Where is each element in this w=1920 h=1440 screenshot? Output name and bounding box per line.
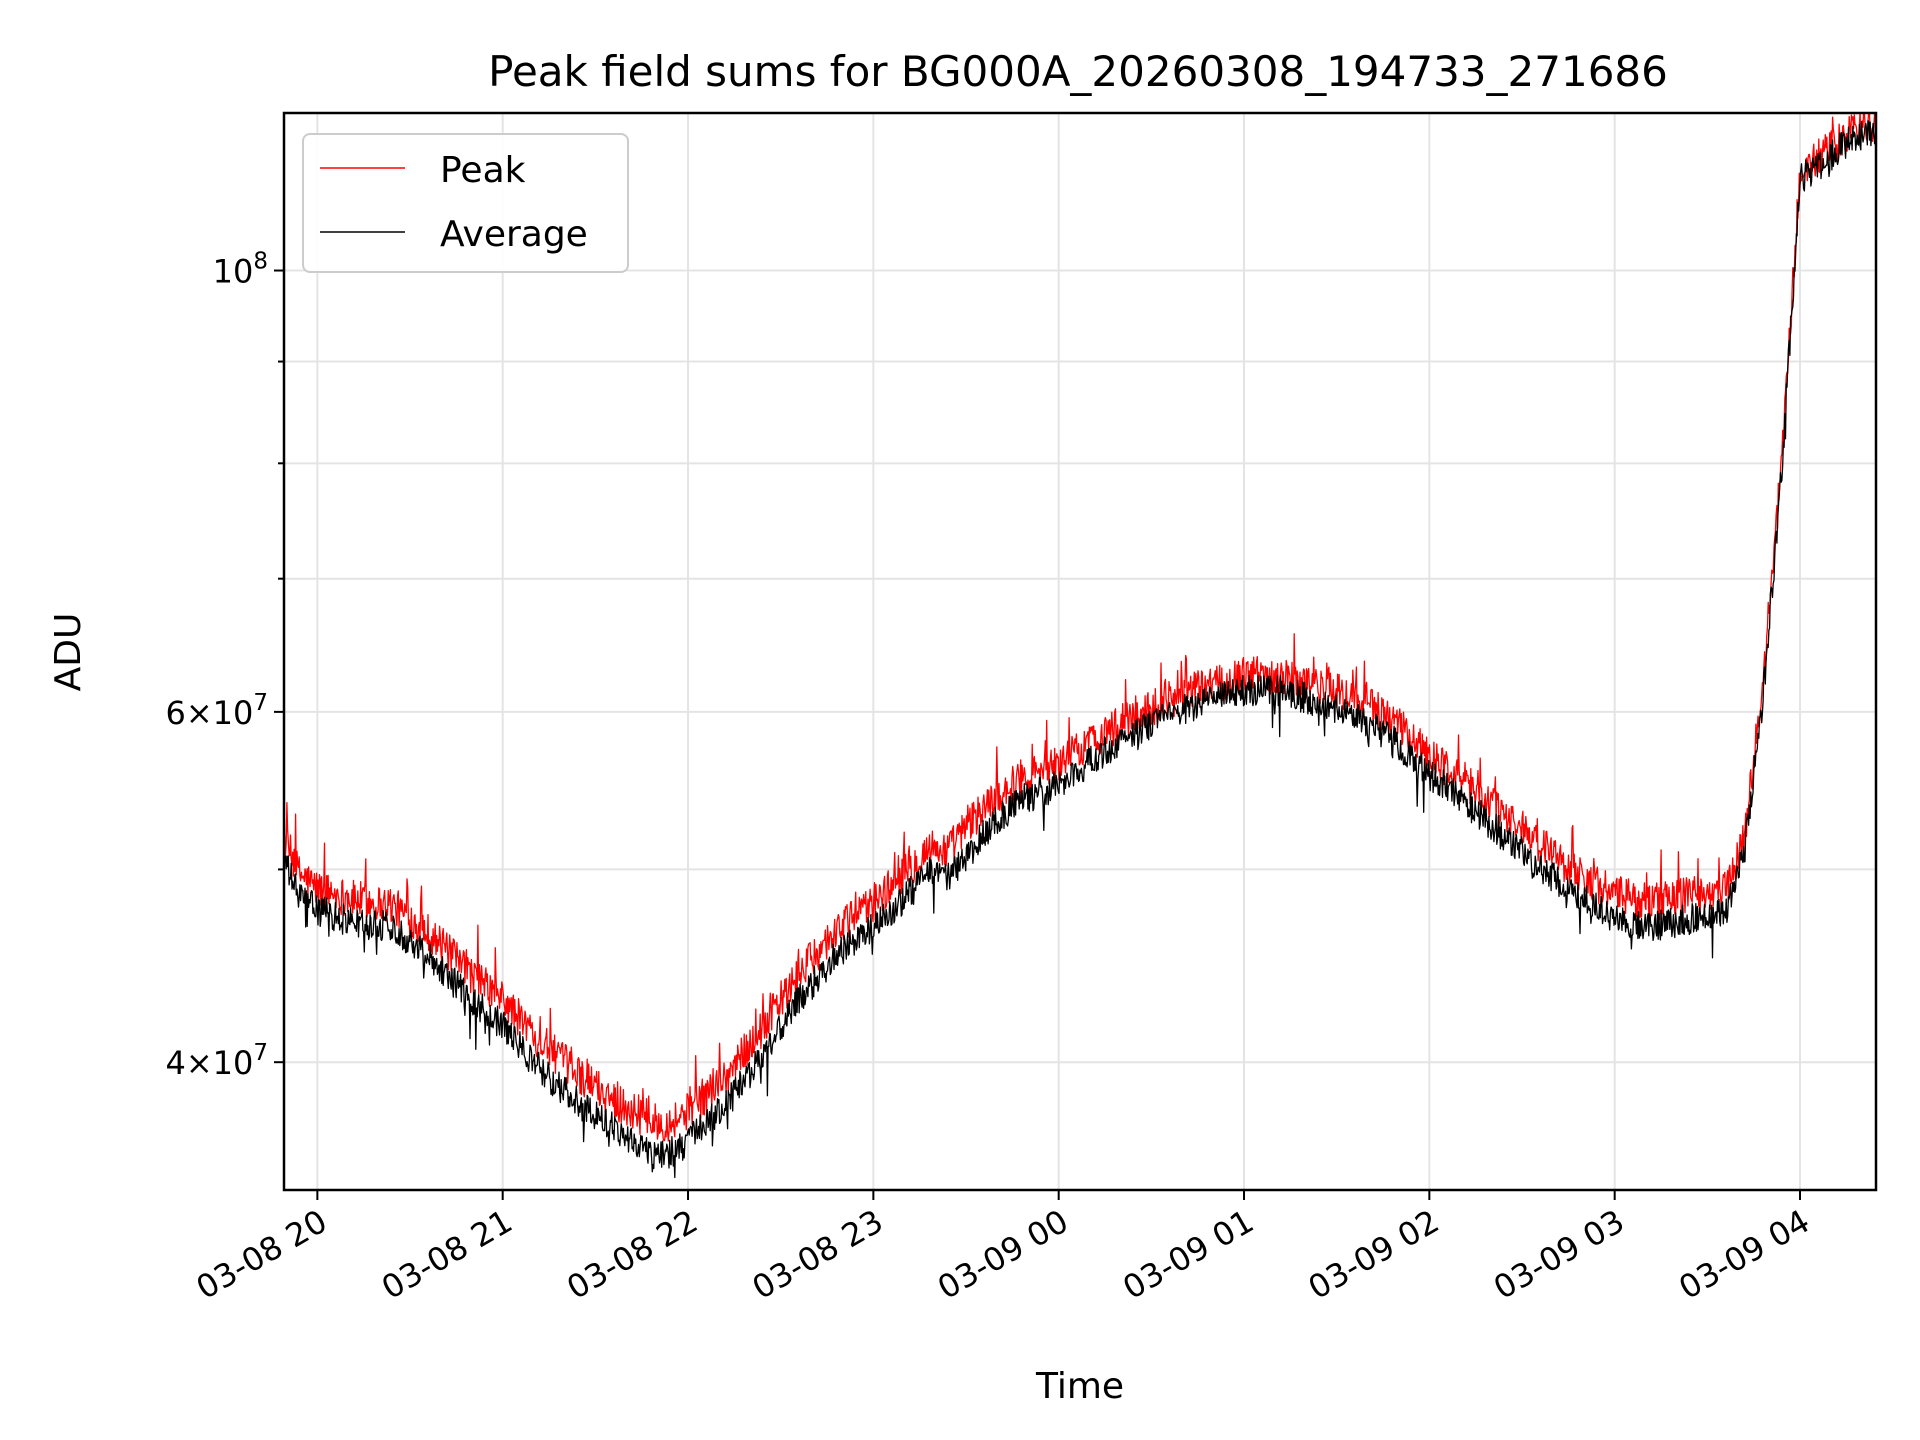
y-tick-label: 6×107 — [165, 690, 268, 732]
y-axis-label: ADU — [48, 613, 89, 692]
series-layer — [284, 113, 1876, 1179]
grid — [284, 113, 1876, 1190]
y-axis: 4×107 6×107 108 — [165, 249, 284, 1082]
series-line-average — [284, 119, 1876, 1179]
legend-label-peak: Peak — [440, 150, 526, 191]
legend: Peak Average — [302, 133, 629, 273]
y-tick-label: 4×107 — [165, 1040, 268, 1082]
legend-label-average: Average — [440, 214, 588, 255]
y-tick-label: 108 — [213, 249, 268, 291]
chart-title: Peak field sums for BG000A_20260308_1947… — [488, 47, 1668, 96]
plot-frame — [282, 111, 1878, 1192]
x-axis-label: Time — [1035, 1366, 1124, 1407]
series-line-peak — [284, 113, 1876, 1142]
